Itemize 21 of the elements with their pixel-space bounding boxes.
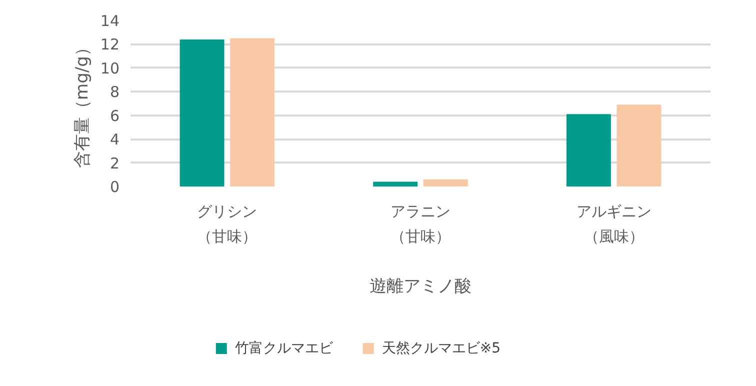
legend-label: 天然クルマエビ※5: [382, 340, 500, 356]
legend-label: 竹富クルマエビ: [234, 340, 334, 356]
bar: [423, 179, 468, 186]
y-tick-label: 0: [110, 178, 120, 196]
y-axis-title: 含有量（mg/g）: [72, 39, 92, 168]
x-tick-label: グリシン（甘味）: [197, 202, 258, 246]
y-tick-label: 8: [110, 83, 120, 102]
y-tick-label: 12: [100, 36, 120, 54]
y-tick-label: 4: [110, 130, 120, 149]
bar: [180, 39, 224, 186]
x-axis-title: 遊離アミノ酸: [370, 276, 472, 296]
y-tick-label: 2: [110, 154, 120, 172]
y-tick-label: 6: [110, 106, 120, 125]
x-tick-label: アルギニン（風味）: [576, 202, 652, 246]
bar: [566, 114, 611, 186]
bar: [373, 182, 418, 186]
bar: [616, 104, 662, 186]
bar: [230, 38, 275, 186]
x-tick-label: アラニン（甘味）: [390, 202, 450, 246]
y-tick-label: 10: [100, 59, 120, 78]
y-tick-label: 14: [100, 12, 120, 30]
